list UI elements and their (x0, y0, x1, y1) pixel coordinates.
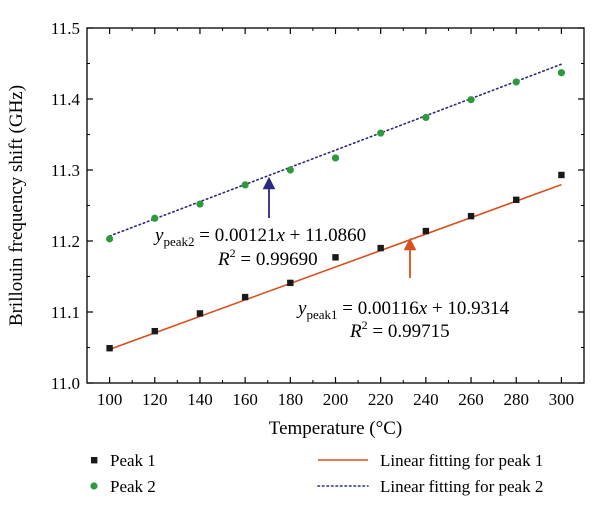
y-tick-label: 11.5 (51, 19, 80, 38)
x-tick-label: 300 (549, 390, 575, 409)
peak1-point (558, 171, 565, 179)
axes: 100 120 140 160 180 200 220 240 260 280 300 11.0 11.… (6, 19, 585, 439)
legend: Peak 1 Peak 2 Linear fitting for peak 1 Lin… (90, 451, 543, 496)
equation-fit-1: ypeak1 = 0.00116x + 10.9314 (296, 298, 510, 322)
legend-fit1-label: Linear fitting for peak 1 (380, 451, 543, 470)
peak2-point (512, 78, 520, 86)
peak2-point (422, 113, 430, 122)
peak2-point (241, 181, 249, 189)
x-tick-label: 100 (97, 390, 123, 409)
y-tick-label: 11.1 (51, 303, 80, 322)
x-tick-label: 180 (278, 390, 304, 409)
peak2-point (331, 154, 340, 162)
x-tick-label: 160 (232, 390, 258, 409)
peak2-point (105, 235, 114, 243)
r2-fit-2: R2 = 0.99690 (217, 246, 318, 270)
fit-line-2 (108, 63, 563, 237)
x-tick-label: 120 (142, 390, 168, 409)
plot-area (105, 63, 566, 352)
y-tick-label: 11.3 (51, 161, 80, 180)
peak2-point (467, 96, 475, 104)
peak1-point (287, 279, 294, 287)
peak1-point (151, 327, 158, 335)
peak1-point (377, 244, 384, 252)
y-tick-label: 11.0 (51, 374, 80, 393)
x-tick-label: 140 (187, 390, 213, 409)
x-tick-label: 240 (413, 390, 439, 409)
peak2-point (286, 166, 294, 174)
x-tick-label: 200 (323, 390, 349, 409)
legend-fit2-label: Linear fitting for peak 2 (380, 477, 543, 496)
legend-peak1-marker (91, 457, 98, 464)
x-axis-title: Temperature (°C) (269, 418, 402, 439)
x-tick-label: 280 (503, 390, 529, 409)
peak1-point (196, 310, 204, 317)
fit-line-1 (109, 183, 562, 351)
peak1-point (106, 345, 113, 352)
x-tick-label: 260 (458, 390, 484, 409)
peak2-point (377, 129, 385, 137)
y-axis-title: Brillouin frequency shift (GHz) (6, 85, 27, 326)
equation-fit-2: ypeak2 = 0.00121x + 11.0860 (153, 225, 366, 249)
peak2-point (557, 69, 566, 77)
peak1-point (467, 212, 475, 220)
peak1-point (513, 196, 520, 204)
legend-peak2-marker (90, 482, 98, 490)
y-tick-label: 11.2 (51, 232, 80, 251)
peak1-point (422, 227, 430, 235)
r2-fit-1: R2 = 0.99715 (349, 318, 450, 342)
x-tick-label: 220 (368, 390, 394, 409)
peak2-point (151, 214, 159, 222)
peak2-point (196, 200, 204, 208)
y-tick-label: 11.4 (51, 90, 81, 109)
peak1-point (241, 293, 249, 301)
peak1-point (332, 254, 339, 261)
legend-peak2-label: Peak 2 (110, 477, 156, 496)
legend-peak1-label: Peak 1 (110, 451, 156, 470)
